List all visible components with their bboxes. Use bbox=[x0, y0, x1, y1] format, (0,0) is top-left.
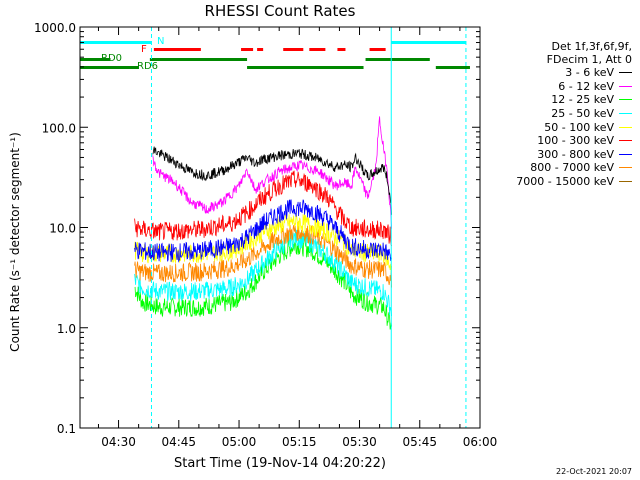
footer-timestamp: 22-Oct-2021 20:07 bbox=[556, 467, 632, 476]
legend-label: 7000 - 15000 keV bbox=[516, 175, 614, 189]
x-tick-label-3: 05:15 bbox=[282, 435, 317, 449]
status-bar-rd0-green-0 bbox=[80, 58, 111, 61]
legend-entry-2: 12 - 25 keV bbox=[496, 93, 632, 107]
status-bar-rd0-green-1 bbox=[149, 58, 248, 61]
x-tick-label-0: 04:30 bbox=[101, 435, 136, 449]
legend-entry-1: 6 - 12 keV bbox=[496, 80, 632, 94]
legend-entry-3: 25 - 50 keV bbox=[496, 107, 632, 121]
legend-label: 12 - 25 keV bbox=[551, 93, 614, 107]
y-tick-label-4: 1000.0 bbox=[34, 21, 76, 35]
status-bar-rd6-green-1 bbox=[247, 66, 364, 69]
rd0-label: RD0 bbox=[101, 53, 122, 64]
status-bar-flare-red-2 bbox=[257, 48, 264, 51]
legend-swatch bbox=[619, 99, 632, 101]
status-bar-flare-red-6 bbox=[369, 48, 386, 51]
status-bar-rd0-green-2 bbox=[365, 58, 430, 61]
series-line-3-6keV bbox=[152, 146, 392, 215]
y-tick-label-0: 0.1 bbox=[57, 422, 76, 436]
series-line-800-7000keV bbox=[134, 222, 392, 288]
legend-swatch bbox=[619, 140, 632, 142]
legend-label: 3 - 6 keV bbox=[565, 66, 614, 80]
y-axis-label: Count Rate (s⁻¹ detector segment⁻¹) bbox=[8, 132, 22, 352]
legend-entry-6: 300 - 800 keV bbox=[496, 148, 632, 162]
status-bars bbox=[80, 41, 470, 69]
x-tick-label-4: 05:30 bbox=[342, 435, 377, 449]
legend-label: 800 - 7000 keV bbox=[530, 161, 614, 175]
status-bar-flare-red-1 bbox=[241, 48, 254, 51]
legend-entry-7: 800 - 7000 keV bbox=[496, 161, 632, 175]
status-bar-flare-red-0 bbox=[153, 48, 201, 51]
x-tick-label-1: 04:45 bbox=[161, 435, 196, 449]
flare-label: F bbox=[141, 44, 147, 55]
legend-swatch bbox=[619, 126, 632, 128]
status-bar-night-cyan-1 bbox=[391, 41, 466, 44]
y-tick-label-1: 1.0 bbox=[57, 322, 76, 336]
night-label: N bbox=[157, 36, 164, 47]
status-bar-flare-red-4 bbox=[309, 48, 326, 51]
x-tick-label-2: 05:00 bbox=[222, 435, 257, 449]
legend-entry-5: 100 - 300 keV bbox=[496, 134, 632, 148]
chart-title: RHESSI Count Rates bbox=[205, 2, 356, 20]
status-bar-rd6-green-0 bbox=[80, 66, 139, 69]
axis-ticks: 04:30 04:45 05:00 05:15 05:30 05:45 06:00 0.1 1.… bbox=[34, 21, 497, 449]
x-tick-label-5: 05:45 bbox=[402, 435, 437, 449]
rd6-label: RD6 bbox=[137, 61, 158, 72]
legend-entry-8: 7000 - 15000 keV bbox=[496, 175, 632, 189]
legend-swatch bbox=[619, 153, 632, 155]
legend-label: 50 - 100 keV bbox=[544, 120, 614, 134]
series-line-6-12keV bbox=[152, 116, 392, 229]
legend-label: 25 - 50 keV bbox=[551, 107, 614, 121]
y-tick-label-2: 10.0 bbox=[49, 222, 76, 236]
status-bar-night-cyan-0 bbox=[80, 41, 152, 44]
series-line-25-50keV bbox=[134, 228, 392, 317]
legend-swatch bbox=[619, 72, 632, 74]
legend-header-line-1: Det 1f,3f,6f,9f, bbox=[551, 40, 632, 53]
legend: Det 1f,3f,6f,9f, FDecim 1, Att 0 3 - 6 k… bbox=[496, 40, 632, 188]
legend-swatch bbox=[619, 85, 632, 87]
legend-swatch bbox=[619, 113, 632, 115]
x-tick-label-6: 06:00 bbox=[463, 435, 498, 449]
legend-entry-0: 3 - 6 keV bbox=[496, 66, 632, 80]
legend-swatch bbox=[619, 167, 632, 169]
series-line-100-300keV bbox=[134, 170, 392, 247]
legend-label: 100 - 300 keV bbox=[537, 134, 614, 148]
series-layer bbox=[134, 116, 392, 330]
legend-swatch bbox=[619, 181, 632, 183]
series-line-300-800keV bbox=[134, 199, 392, 263]
status-bar-flare-red-5 bbox=[337, 48, 346, 51]
y-tick-label-3: 100.0 bbox=[42, 121, 76, 135]
legend-label: 300 - 800 keV bbox=[537, 147, 614, 161]
status-bar-rd6-green-2 bbox=[435, 66, 470, 69]
legend-header-line-2: FDecim 1, Att 0 bbox=[546, 53, 632, 66]
legend-label: 6 - 12 keV bbox=[558, 79, 614, 93]
status-bar-flare-red-3 bbox=[283, 48, 304, 51]
legend-entry-4: 50 - 100 keV bbox=[496, 120, 632, 134]
x-axis-label: Start Time (19-Nov-14 04:20:22) bbox=[174, 456, 386, 471]
legend-entries: 3 - 6 keV 6 - 12 keV 12 - 25 keV 25 - 50 ke… bbox=[496, 66, 632, 188]
